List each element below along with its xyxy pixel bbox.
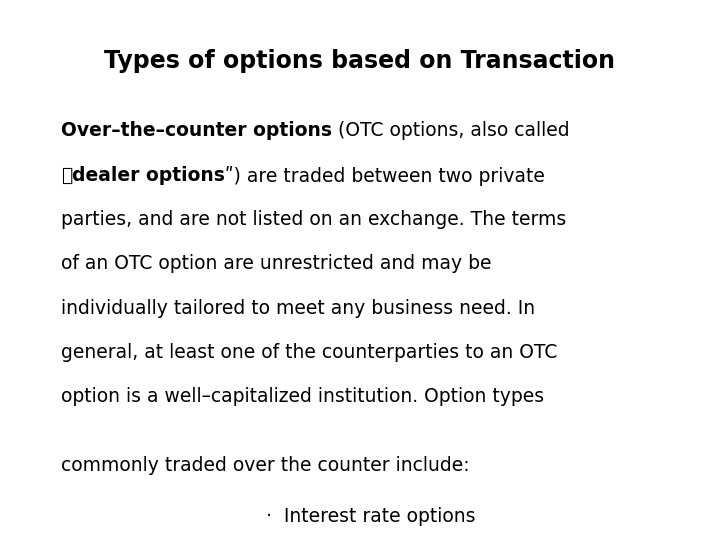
Text: parties, and are not listed on an exchange. The terms: parties, and are not listed on an exchan… [61,210,567,229]
Text: option is a well–capitalized institution. Option types: option is a well–capitalized institution… [61,387,544,406]
Text: ˹: ˹ [61,166,73,185]
Text: ʺ) are traded between two private: ʺ) are traded between two private [225,166,545,186]
Text: (OTC options, also called: (OTC options, also called [332,122,570,140]
Text: Types of options based on Transaction: Types of options based on Transaction [104,49,616,72]
Text: Over–the–counter options: Over–the–counter options [61,122,332,140]
Text: dealer options: dealer options [73,166,225,185]
Text: commonly traded over the counter include:: commonly traded over the counter include… [61,456,470,475]
Text: ·  Interest rate options: · Interest rate options [266,507,476,525]
Text: individually tailored to meet any business need. In: individually tailored to meet any busine… [61,299,536,318]
Text: of an OTC option are unrestricted and may be: of an OTC option are unrestricted and ma… [61,254,492,273]
Text: general, at least one of the counterparties to an OTC: general, at least one of the counterpart… [61,343,557,362]
